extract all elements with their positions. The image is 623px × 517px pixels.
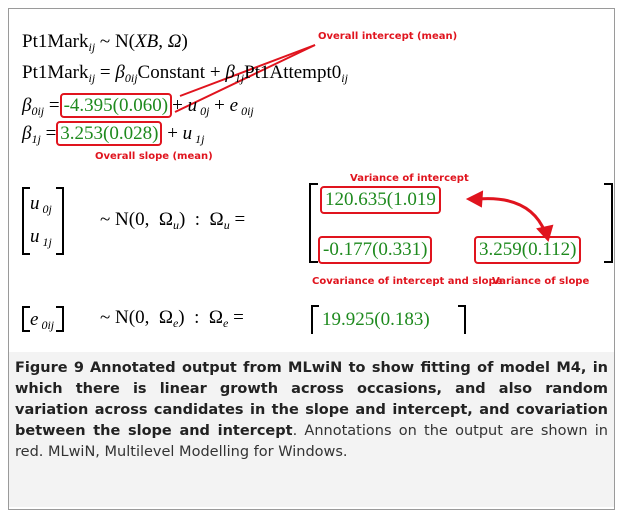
symbol: e [30,309,39,330]
subscript: e [223,316,229,330]
estimate: 3.253(0.028) [56,121,163,146]
subscript: e [172,316,179,330]
bracket [604,183,613,263]
subscript: 0ij [31,104,45,118]
symbol: XB [135,31,159,52]
figure-title: Annotated output from MLwiN to show fitt… [15,360,609,439]
vector-row: e 0ij [30,308,54,337]
term: ) : Ω [178,209,224,230]
symbol: Ω [167,31,182,52]
bracket [22,306,30,332]
term: = [229,209,246,230]
distribution: ~ N(0, Ωu) : Ωu = [100,208,245,237]
symbol: u [187,95,198,116]
subscript: u [172,218,179,232]
subscript: 1j [192,132,205,146]
symbol: β [22,123,32,144]
pointer [174,44,316,113]
equation: Pt1Markij = β0ijConstant + β1jPt1Attempt… [22,61,348,90]
symbol: β [225,62,235,83]
matrix-cell: 19.925(0.183) [322,309,430,330]
equation: Pt1Markij ~ N(XB, Ω) [22,30,188,59]
symbol: u [182,123,193,144]
symbol: u [30,226,40,247]
equation: β1j = 3.253(0.028) + u 1j [22,121,205,151]
term: Pt1Mark [22,62,89,83]
pointer [179,44,316,97]
term: ~ N(0, Ω [100,307,173,328]
vector-row: u 0j [30,192,52,221]
subscript: 1j [31,132,41,146]
subscript: u [223,218,230,232]
subscript: ij [88,40,96,54]
annotation: Covariance of intercept and slope [312,276,503,287]
bracket [458,305,466,334]
term: , [158,31,168,52]
symbol: u [30,193,40,214]
term: ) : Ω [178,307,224,328]
matrix-cell: 120.635(1.019 [320,186,441,214]
bracket [311,305,319,334]
subscript: ij [341,71,348,85]
term: ~ N(0, Ω [100,209,173,230]
annotation: Overall intercept (mean) [318,31,458,42]
equation: β0ij = -4.395(0.060) + u 0j + e 0ij [22,93,254,123]
bracket [56,187,64,255]
bracket [309,183,318,263]
term: + [172,95,188,116]
term: + [209,95,230,116]
caption-body: . Annotations on the output are shown in… [15,423,608,460]
subscript: 0ij [124,71,138,85]
estimate: -4.395(0.060) [59,93,173,118]
subscript: 0j [197,104,210,118]
term: ) [181,31,188,52]
term: Pt1Mark [22,31,89,52]
bracket [22,187,30,255]
subscript: 0ij [38,318,55,332]
bracket [56,306,64,332]
arrows [174,44,554,243]
subscript: 1j [234,71,245,85]
symbol: e [229,95,239,116]
term: Constant + [137,62,226,83]
matrix-cell: -0.177(0.331) [318,236,433,264]
term: = [95,62,116,83]
double-arrow [477,197,547,233]
distribution: ~ N(0, Ωe) : Ωe = [100,306,244,335]
brackets [22,183,613,334]
term: = [228,307,244,328]
subscript: 1j [39,235,52,249]
caption: Figure 9 Annotated output from MLwiN to … [9,352,614,507]
term: ~ N( [95,31,135,52]
term: + [162,123,183,144]
matrix-cell: 3.259(0.112) [474,236,582,264]
vector-row: u 1j [30,225,52,254]
annotation: Variance of slope [492,276,590,287]
symbol: β [115,62,125,83]
subscript: ij [88,71,96,85]
subscript: 0j [39,202,52,216]
annotation: Variance of intercept [350,173,469,184]
arrow-head [465,190,484,208]
term: = [40,123,57,144]
term: = [44,95,60,116]
term: Pt1Attempt0 [244,62,342,83]
symbol: β [22,95,32,116]
figure-label: Figure 9 [15,360,85,376]
subscript: 0ij [238,104,254,118]
figure-frame [8,8,615,510]
annotation: Overall slope (mean) [95,151,213,162]
